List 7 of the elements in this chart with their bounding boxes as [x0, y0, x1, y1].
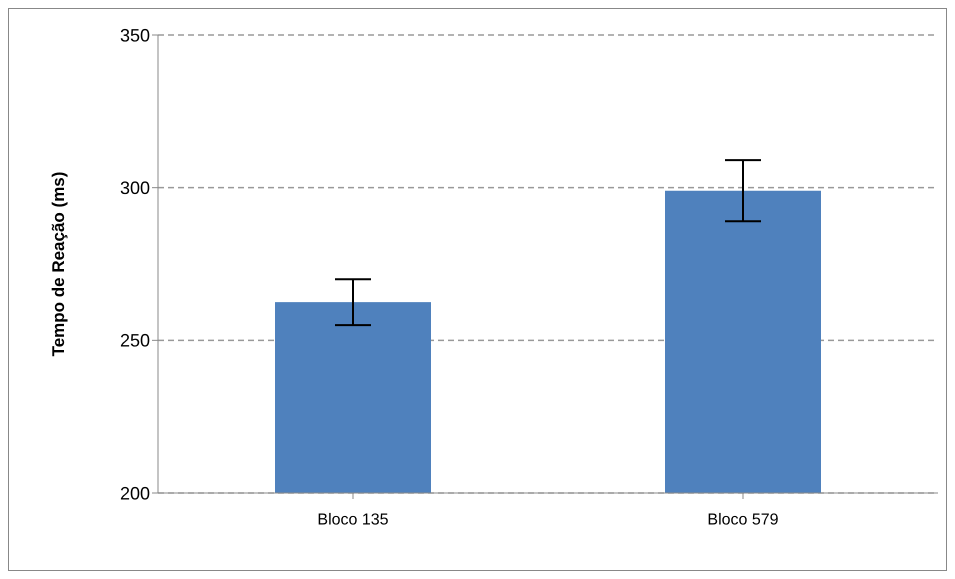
y-tick-label: 350 — [120, 25, 150, 46]
x-tick-label: Bloco 135 — [317, 511, 389, 528]
y-tick-label: 300 — [120, 178, 150, 198]
y-axis-title: Tempo de Reação (ms) — [49, 172, 68, 356]
y-tick-label: 200 — [120, 483, 150, 504]
y-tick-label: 250 — [120, 330, 150, 351]
x-tick-label: Bloco 579 — [707, 511, 779, 528]
